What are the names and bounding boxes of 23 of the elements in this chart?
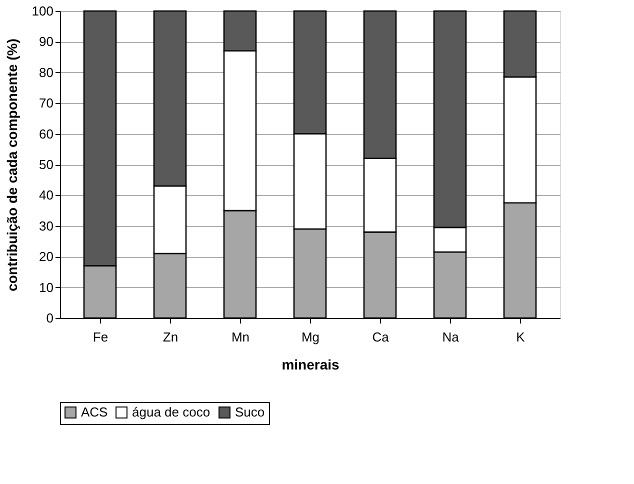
y-tick-label: 40: [39, 188, 54, 203]
x-tick-label: Zn: [162, 330, 178, 344]
x-tick-label: Ca: [372, 330, 390, 344]
x-tick-label: Mn: [231, 330, 250, 344]
x-tick-label: Na: [442, 330, 460, 344]
legend-label: água de coco: [132, 404, 210, 420]
y-tick-label: 90: [39, 34, 54, 50]
y-axis-title: contribuição de cada componente (%): [4, 38, 20, 292]
x-axis-title: minerais: [282, 356, 340, 372]
x-tick-label: Mg: [301, 330, 320, 344]
legend-label: Suco: [235, 404, 265, 420]
y-tick-label: 30: [39, 218, 54, 234]
x-tick-label: Fe: [92, 330, 108, 344]
legend-label: ACS: [81, 404, 108, 420]
y-tick-label: 60: [39, 126, 54, 142]
y-tick-label: 0: [46, 310, 54, 326]
y-tick-label: 50: [39, 157, 54, 172]
y-tick-label: 70: [39, 96, 54, 111]
y-tick-label: 10: [39, 280, 54, 295]
y-tick-label: 100: [32, 4, 54, 18]
y-tick-label: 20: [39, 249, 54, 264]
x-tick-label: K: [516, 330, 526, 344]
y-tick-label: 80: [39, 64, 54, 80]
